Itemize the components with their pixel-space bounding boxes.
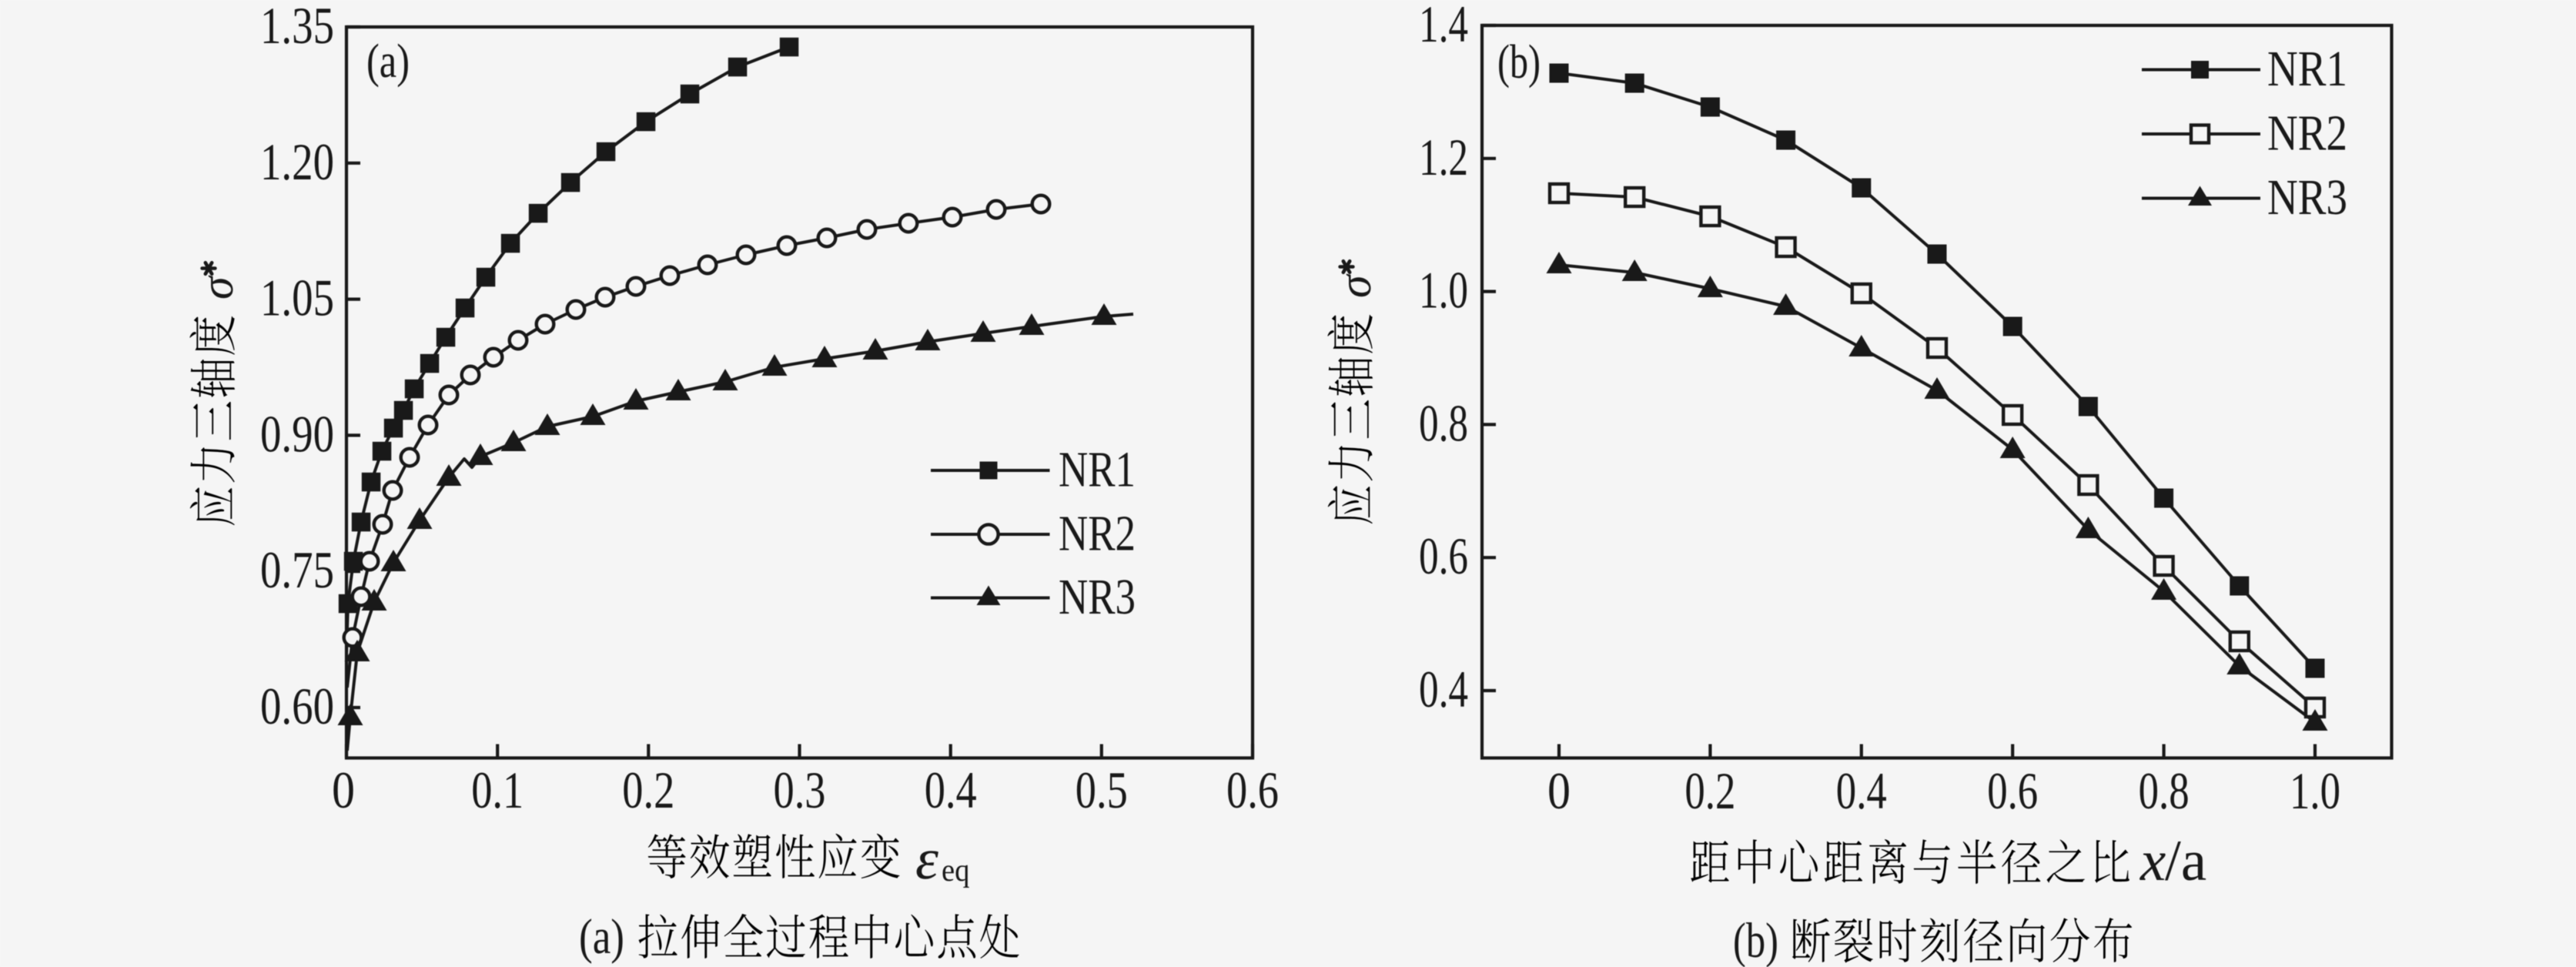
svg-text:0.6: 0.6	[1226, 761, 1279, 819]
svg-text:0.5: 0.5	[1076, 761, 1128, 819]
svg-text:0.6: 0.6	[1419, 527, 1468, 585]
svg-text:0.4: 0.4	[925, 761, 977, 819]
svg-text:σ: σ	[192, 275, 243, 299]
svg-text:0: 0	[332, 761, 355, 819]
svg-text:NR3: NR3	[2267, 169, 2347, 226]
svg-text:0.4: 0.4	[1836, 761, 1887, 820]
svg-text:x: x	[2139, 829, 2166, 893]
svg-text:1.35: 1.35	[260, 0, 334, 55]
svg-text:NR1: NR1	[2267, 41, 2347, 97]
svg-text:0.4: 0.4	[1419, 660, 1468, 718]
svg-text:(b): (b)	[1733, 913, 1778, 967]
svg-text:1.4: 1.4	[1419, 0, 1468, 53]
svg-text:0.2: 0.2	[622, 761, 674, 819]
svg-text:(a): (a)	[366, 35, 410, 88]
svg-text:NR2: NR2	[1059, 506, 1136, 562]
svg-text:0.3: 0.3	[774, 761, 826, 819]
svg-text:0.90: 0.90	[260, 404, 334, 463]
svg-text:NR1: NR1	[1059, 442, 1136, 498]
svg-text:0.75: 0.75	[260, 540, 334, 599]
svg-text:1.2: 1.2	[1419, 128, 1468, 186]
svg-text:0.8: 0.8	[2139, 761, 2190, 820]
svg-text:NR2: NR2	[2267, 105, 2347, 162]
svg-text:1.20: 1.20	[260, 132, 334, 191]
svg-text:(b): (b)	[1497, 36, 1541, 89]
svg-text:NR3: NR3	[1059, 569, 1136, 625]
svg-text:/a: /a	[2165, 829, 2206, 893]
svg-text:σ: σ	[1330, 273, 1380, 298]
svg-text:(a): (a)	[579, 909, 624, 965]
svg-text:1.0: 1.0	[2290, 761, 2340, 820]
svg-text:0.60: 0.60	[260, 677, 334, 735]
svg-text:0.6: 0.6	[1987, 761, 2038, 820]
svg-text:0: 0	[1547, 761, 1571, 820]
svg-text:1.05: 1.05	[260, 269, 334, 327]
svg-text:1.0: 1.0	[1419, 261, 1468, 320]
svg-text:0.8: 0.8	[1419, 393, 1468, 452]
svg-text:0.2: 0.2	[1684, 761, 1735, 820]
svg-text:0.1: 0.1	[471, 761, 524, 819]
